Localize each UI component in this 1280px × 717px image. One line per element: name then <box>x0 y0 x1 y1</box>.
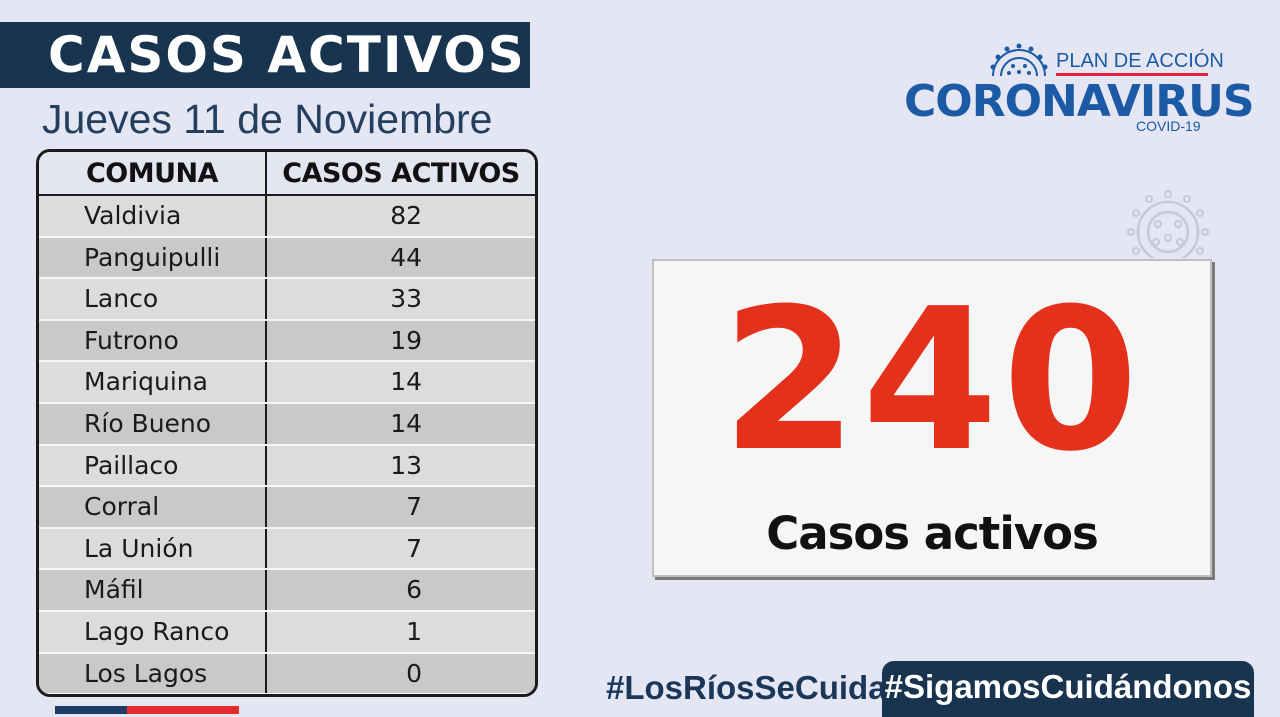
logo-divider-line <box>1056 73 1208 76</box>
comuna-cell: Futrono <box>39 320 267 361</box>
comuna-cell: Río Bueno <box>39 403 267 444</box>
date-subtitle: Jueves 11 de Noviembre <box>42 96 493 142</box>
table-row: Futrono 19 <box>39 320 535 363</box>
table-row: Paillaco 13 <box>39 445 535 488</box>
comuna-cell: Lago Ranco <box>39 611 267 652</box>
table-row: Panguipulli 44 <box>39 237 535 280</box>
total-cases-card: 240 Casos activos <box>652 259 1212 577</box>
casos-cell: 14 <box>390 367 422 397</box>
casos-cell: 6 <box>406 575 422 605</box>
casos-cell: 33 <box>390 284 422 314</box>
cases-table: COMUNA CASOS ACTIVOS Valdivia 82 Panguip… <box>36 149 538 697</box>
comuna-cell: Lanco <box>39 279 267 319</box>
casos-cell: 82 <box>390 201 422 230</box>
casos-cell: 14 <box>390 408 422 438</box>
accent-bar-red <box>127 706 239 714</box>
logo-plan-text: PLAN DE ACCIÓN <box>1056 50 1224 72</box>
accent-bar-blue <box>55 706 127 714</box>
total-cases-label: Casos activos <box>766 507 1099 560</box>
logo-covid-text: COVID-19 <box>1136 118 1201 134</box>
table-row: Valdivia 82 <box>39 196 535 238</box>
comuna-cell: Corral <box>39 487 267 527</box>
comuna-cell: La Unión <box>39 528 267 569</box>
table-row: Máfil 6 <box>39 570 535 612</box>
table-row: Río Bueno 14 <box>39 403 535 446</box>
comuna-cell: Máfil <box>39 570 267 610</box>
table-row: Mariquina 14 <box>39 362 535 404</box>
table-row: Lago Ranco 1 <box>39 611 535 654</box>
table-header: COMUNA CASOS ACTIVOS <box>39 152 535 196</box>
comuna-cell: Panguipulli <box>39 237 267 278</box>
table-row: La Unión 7 <box>39 528 535 571</box>
coronavirus-logo: PLAN DE ACCIÓN CORONAVIRUS COVID-19 <box>900 38 1255 138</box>
casos-cell: 7 <box>406 492 422 522</box>
hashtag-sigamos: #SigamosCuidándonos <box>882 661 1254 717</box>
comuna-cell: Los Lagos <box>39 653 267 694</box>
hashtag-los-rios: #LosRíosSeCuida <box>606 669 887 706</box>
casos-cell: 7 <box>406 533 422 563</box>
table-row: Lanco 33 <box>39 279 535 321</box>
table-row: Corral 7 <box>39 487 535 529</box>
comuna-cell: Valdivia <box>39 196 267 236</box>
casos-cell: 19 <box>390 325 422 355</box>
casos-cell: 0 <box>406 658 422 688</box>
column-header-comuna: COMUNA <box>39 152 267 194</box>
virus-logo-icon <box>990 43 1048 77</box>
casos-cell: 1 <box>406 616 422 646</box>
page-title: CASOS ACTIVOS <box>0 22 530 88</box>
comuna-cell: Mariquina <box>39 362 267 402</box>
casos-cell: 44 <box>390 242 422 272</box>
virus-decoration-icon <box>1127 190 1209 258</box>
total-cases-number: 240 <box>721 267 1143 495</box>
table-row: Los Lagos 0 <box>39 653 535 694</box>
logo-coronavirus-text: CORONAVIRUS <box>904 76 1255 127</box>
table-body: Valdivia 82 Panguipulli 44 Lanco 33 Futr… <box>39 196 535 694</box>
casos-cell: 13 <box>390 450 422 480</box>
comuna-cell: Paillaco <box>39 445 267 486</box>
column-header-casos: CASOS ACTIVOS <box>282 158 520 189</box>
